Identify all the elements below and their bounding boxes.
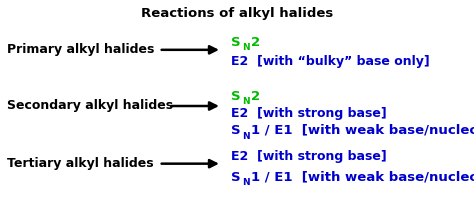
- Text: Tertiary alkyl halides: Tertiary alkyl halides: [7, 157, 154, 170]
- Text: N: N: [242, 43, 249, 52]
- Text: S: S: [231, 90, 241, 103]
- Text: Primary alkyl halides: Primary alkyl halides: [7, 43, 155, 56]
- Text: Reactions of alkyl halides: Reactions of alkyl halides: [141, 7, 333, 20]
- Text: 1 / E1  [with weak base/nucleophile]: 1 / E1 [with weak base/nucleophile]: [251, 170, 474, 184]
- Text: 2: 2: [251, 90, 260, 103]
- Text: Secondary alkyl halides: Secondary alkyl halides: [7, 99, 173, 113]
- Text: N: N: [242, 97, 249, 106]
- Text: E2  [with strong base]: E2 [with strong base]: [231, 107, 387, 120]
- Text: 2: 2: [251, 36, 260, 49]
- Text: N: N: [242, 178, 249, 187]
- Text: S: S: [231, 170, 241, 184]
- Text: 1 / E1  [with weak base/nucleophile]: 1 / E1 [with weak base/nucleophile]: [251, 124, 474, 137]
- Text: E2  [with “bulky” base only]: E2 [with “bulky” base only]: [231, 55, 430, 68]
- Text: E2  [with strong base]: E2 [with strong base]: [231, 150, 387, 163]
- Text: S: S: [231, 124, 241, 137]
- Text: S: S: [231, 36, 241, 49]
- Text: N: N: [242, 132, 249, 141]
